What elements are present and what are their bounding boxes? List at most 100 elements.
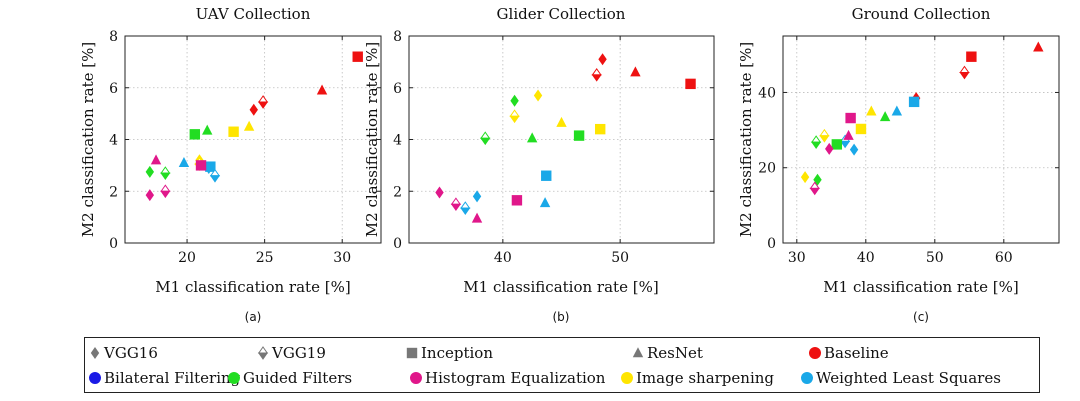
legend-item-baseline: Baseline [809, 344, 889, 362]
legend-marker-vgg16 [90, 347, 100, 359]
legend-item-vgg16: VGG16 [90, 344, 158, 362]
point-baseline-vgg19 [591, 67, 602, 82]
legend-dot-baseline [809, 347, 821, 359]
point-image-sharpening-resnet [243, 120, 255, 131]
chart-panel-1: 20 25 30 0 2 4 6 8 UAV Collection M1 classificati… [79, 5, 382, 324]
legend-item-histogram-equalization: Histogram Equalization [410, 369, 606, 387]
point-baseline-vgg19 [959, 65, 970, 80]
legend-label: ResNet [647, 344, 703, 362]
point-image-sharpening-vgg19 [819, 128, 830, 143]
point-histogram-equalization-resnet [471, 212, 483, 223]
legend-marker-resnet [632, 347, 644, 358]
chart-panel-3: 30 40 50 60 0 20 40 Ground Collection M1 classif… [737, 5, 1060, 324]
point-weighted-least-squares-vgg19 [209, 168, 221, 183]
point-weighted-least-squares-vgg16 [849, 143, 859, 156]
point-guided-filters-resnet [202, 124, 213, 135]
y-tick-label: 2 [109, 184, 118, 200]
x-axis-label: M1 classification rate [%] [463, 278, 658, 296]
y-tick-label: 0 [767, 236, 776, 252]
point-weighted-least-squares-vgg19 [460, 201, 471, 215]
x-tick-label: 30 [333, 250, 351, 266]
subfigure-label: (a) [245, 310, 262, 324]
point-histogram-equalization-vgg16 [825, 142, 834, 155]
legend-dot-weighted-least-squares [801, 372, 813, 384]
point-histogram-equalization-vgg19 [450, 197, 462, 212]
legend-label: Bilateral Filtering [104, 369, 241, 387]
point-baseline-inception [352, 51, 363, 62]
y-axis-label: M2 classification rate [%] [363, 42, 381, 237]
legend-item-image-sharpening: Image sharpening [621, 369, 774, 387]
legend-item-resnet: ResNet [632, 344, 703, 362]
point-histogram-equalization-vgg16 [145, 189, 155, 202]
legend-dot-histogram-equalization [410, 372, 422, 384]
point-weighted-least-squares-vgg16 [472, 190, 482, 203]
legend: VGG16 VGG19 Inception ResNet Baseline Bilater… [84, 337, 1040, 393]
point-weighted-least-squares-vgg16 [204, 161, 213, 174]
legend-dot-guided-filters [228, 372, 240, 384]
point-image-sharpening-inception [228, 126, 239, 137]
x-axis-label: M1 classification rate [%] [155, 278, 350, 296]
x-tick-label: 50 [926, 250, 944, 266]
x-tick-label: 60 [995, 250, 1013, 266]
x-axis-label: M1 classification rate [%] [823, 278, 1018, 296]
subfigure-label: (c) [913, 310, 929, 324]
x-tick-label: 50 [611, 250, 629, 266]
point-image-sharpening-vgg19 [509, 109, 520, 124]
legend-item-weighted-least-squares: Weighted Least Squares [801, 369, 1001, 387]
y-tick-label: 2 [393, 184, 402, 200]
point-image-sharpening-vgg16 [533, 89, 543, 102]
point-weighted-least-squares-resnet [539, 197, 551, 208]
legend-label: Image sharpening [636, 369, 774, 387]
legend-box [84, 337, 1040, 393]
y-tick-label: 8 [109, 29, 118, 45]
point-guided-filters-resnet [879, 111, 891, 122]
legend-label: Baseline [824, 344, 889, 362]
legend-label: Guided Filters [243, 369, 352, 387]
y-axis-label: M2 classification rate [%] [79, 42, 97, 237]
legend-dot-image-sharpening [621, 372, 633, 384]
point-image-sharpening-resnet [556, 116, 567, 127]
point-histogram-equalization-vgg19 [809, 181, 820, 196]
y-tick-label: 6 [393, 81, 402, 97]
point-guided-filters-vgg16 [510, 94, 519, 107]
y-tick-label: 6 [109, 81, 118, 97]
point-guided-filters-inception [831, 139, 843, 150]
point-histogram-equalization-resnet [843, 129, 854, 140]
chart-panel-2: 40 50 0 2 4 6 8 Glider Collection M1 classificat… [363, 5, 715, 324]
x-tick-label: 30 [788, 250, 806, 266]
legend-label: Inception [421, 344, 493, 362]
plot-frame [782, 35, 1060, 244]
point-weighted-least-squares-inception [541, 170, 552, 181]
point-weighted-least-squares-resnet [178, 156, 190, 167]
chart-title: Glider Collection [497, 5, 626, 23]
legend-marker-vgg19 [257, 346, 269, 360]
point-image-sharpening-resnet [866, 105, 877, 116]
point-histogram-equalization-vgg19 [160, 184, 171, 199]
point-baseline-vgg16 [598, 53, 607, 66]
legend-label: VGG19 [271, 344, 326, 362]
point-guided-filters-vgg19 [810, 135, 822, 150]
chart-title: Ground Collection [852, 5, 991, 23]
legend-dot-bilateral-filtering [89, 372, 101, 384]
x-tick-label: 40 [494, 250, 512, 266]
y-tick-label: 0 [393, 236, 402, 252]
legend-marker-inception [406, 347, 418, 359]
subfigure-label: (b) [553, 310, 570, 324]
point-weighted-least-squares-inception [908, 96, 920, 108]
point-histogram-equalization-inception [511, 195, 523, 206]
y-tick-label: 4 [393, 133, 402, 149]
y-tick-label: 20 [758, 161, 776, 177]
point-image-sharpening-inception [855, 123, 867, 135]
point-histogram-equalization-resnet [150, 154, 162, 165]
y-tick-label: 0 [109, 236, 118, 252]
point-image-sharpening-inception [595, 123, 606, 135]
point-baseline-inception [966, 51, 977, 62]
legend-label: VGG16 [103, 344, 158, 362]
legend-item-bilateral-filtering: Bilateral Filtering [89, 369, 241, 387]
y-tick-label: 4 [109, 133, 118, 149]
point-baseline-inception [685, 78, 696, 90]
x-tick-label: 20 [178, 250, 196, 266]
legend-label: Histogram Equalization [425, 369, 606, 387]
point-weighted-least-squares-resnet [891, 105, 903, 116]
